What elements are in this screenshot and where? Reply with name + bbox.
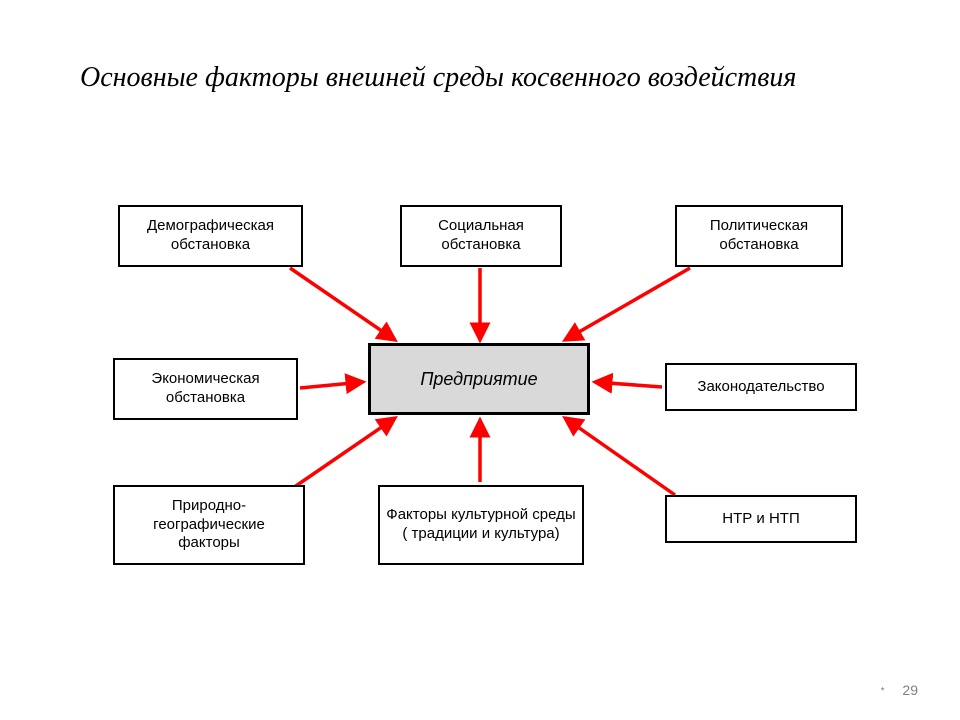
arrow-3: [300, 382, 363, 388]
node-mid_left: Экономическая обстановка: [113, 358, 298, 420]
node-label: Социальная обстановка: [408, 217, 554, 255]
node-label: Законодательство: [697, 378, 824, 397]
arrow-7: [565, 418, 675, 495]
node-label: Факторы культурной среды ( традиции и ку…: [386, 506, 575, 544]
node-label: Природно-географические факторы: [121, 497, 297, 553]
arrow-2: [565, 268, 690, 340]
node-label: НТР и НТП: [722, 510, 800, 529]
node-label: Демографическая обстановка: [126, 217, 295, 255]
footer-marker: *: [881, 686, 885, 697]
page-number: 29: [902, 682, 918, 698]
node-label: Политическая обстановка: [683, 217, 835, 255]
node-bot_mid: Факторы культурной среды ( традиции и ку…: [378, 485, 584, 565]
node-top_mid: Социальная обстановка: [400, 205, 562, 267]
node-bot_right: НТР и НТП: [665, 495, 857, 543]
arrow-0: [290, 268, 395, 340]
node-top_left: Демографическая обстановка: [118, 205, 303, 267]
node-label: Предприятие: [420, 368, 537, 391]
arrow-5: [290, 418, 395, 490]
slide: Основные факторы внешней среды косвенног…: [0, 0, 960, 720]
slide-footer: * 29: [881, 682, 918, 698]
slide-title: Основные факторы внешней среды косвенног…: [80, 60, 830, 95]
node-bot_left: Природно-географические факторы: [113, 485, 305, 565]
arrow-4: [595, 382, 662, 387]
node-center: Предприятие: [368, 343, 590, 415]
node-mid_right: Законодательство: [665, 363, 857, 411]
node-label: Экономическая обстановка: [121, 370, 290, 408]
node-top_right: Политическая обстановка: [675, 205, 843, 267]
